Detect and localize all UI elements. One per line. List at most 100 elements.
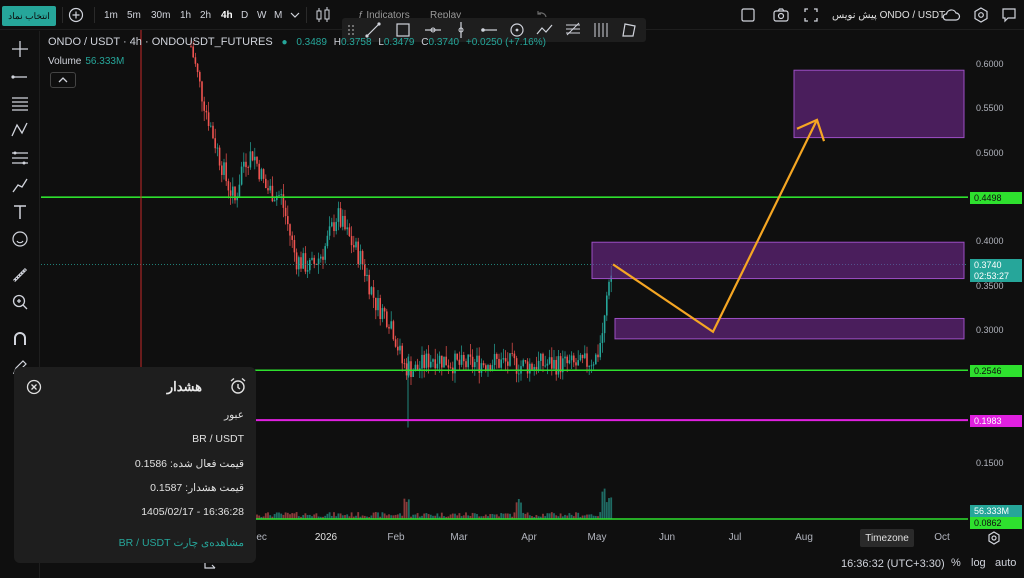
volume-bar	[482, 516, 485, 519]
interval-2h[interactable]: 2h	[200, 9, 212, 21]
horizontal-lines-icon[interactable]	[10, 93, 30, 113]
candle-body	[434, 359, 436, 369]
interval-1m[interactable]: 1m	[104, 9, 118, 21]
candle-body	[366, 274, 368, 277]
candle-body	[443, 356, 445, 368]
zoom-icon[interactable]	[10, 292, 30, 312]
indicators-button[interactable]: ƒ Indicators	[358, 9, 410, 21]
draw-line-icon[interactable]	[364, 21, 382, 39]
draw-gann-icon[interactable]	[592, 21, 610, 39]
candle-body	[603, 315, 606, 334]
volume-bar	[517, 498, 520, 519]
settings-icon[interactable]	[972, 5, 990, 25]
candle-body	[553, 359, 555, 369]
candle-body	[410, 361, 412, 377]
interval-d[interactable]: D	[241, 9, 249, 21]
auto-scale-button[interactable]: auto	[995, 557, 1017, 569]
volume-bar	[328, 512, 331, 519]
interval-w[interactable]: W	[257, 9, 267, 21]
candle-body	[504, 358, 507, 362]
drag-handle-icon[interactable]	[346, 21, 356, 39]
volume-bar	[368, 516, 371, 519]
candle-body	[531, 363, 533, 370]
fullscreen-icon[interactable]	[803, 5, 819, 25]
view-chart-link[interactable]: مشاهده‌ی چارت BR / USDT	[118, 537, 244, 549]
cloud-icon[interactable]	[940, 5, 962, 25]
close-icon[interactable]	[26, 379, 42, 395]
trend-line-icon[interactable]	[10, 67, 30, 87]
draw-ray-icon[interactable]	[480, 21, 498, 39]
interval-dropdown-icon[interactable]	[288, 5, 302, 25]
draw-circle-icon[interactable]	[508, 21, 526, 39]
draw-rectangle-icon[interactable]	[394, 21, 412, 39]
interval-4h[interactable]: 4h	[221, 9, 233, 21]
price-chart[interactable]	[41, 30, 968, 525]
volume-bar	[537, 516, 540, 519]
text-icon[interactable]	[10, 202, 30, 222]
collapse-legend-button[interactable]	[50, 72, 76, 88]
candle-body	[311, 257, 313, 260]
candle-body	[315, 263, 318, 265]
ruler-icon[interactable]	[10, 265, 30, 285]
interval-5m[interactable]: 5m	[127, 9, 141, 21]
candles-icon[interactable]	[314, 5, 332, 25]
select-symbol-button[interactable]: انتخاب نماد	[2, 6, 56, 26]
emoji-icon[interactable]	[10, 229, 30, 249]
candle-body	[586, 353, 588, 367]
interval-1h[interactable]: 1h	[180, 9, 192, 21]
volume-bar	[504, 513, 507, 519]
draw-vline-icon[interactable]	[452, 21, 470, 39]
candle-body	[584, 353, 586, 359]
chat-icon[interactable]	[1000, 5, 1018, 25]
percent-scale-button[interactable]: %	[951, 557, 961, 569]
clock-timezone[interactable]: 16:36:32 (UTC+3:30)	[841, 558, 945, 570]
volume-bar	[291, 513, 294, 519]
volume-bar	[498, 516, 500, 519]
candle-body	[196, 63, 199, 73]
interval-30m[interactable]: 30m	[151, 9, 171, 21]
replay-button[interactable]: Replay	[430, 9, 462, 21]
candle-body	[276, 195, 278, 201]
log-scale-button[interactable]: log	[971, 557, 986, 569]
volume-bar	[555, 515, 558, 519]
candle-body	[447, 365, 450, 368]
volume-bar	[293, 513, 296, 519]
candle-body	[229, 190, 232, 196]
magnet-icon[interactable]	[10, 329, 30, 349]
brush-icon[interactable]	[10, 175, 30, 195]
undo-icon[interactable]	[534, 5, 550, 25]
draw-path-icon[interactable]	[536, 21, 554, 39]
add-symbol-icon[interactable]	[66, 5, 86, 25]
candle-body	[280, 194, 282, 196]
candle-body	[331, 222, 333, 227]
price-tick: 0.5000	[976, 148, 1004, 158]
pattern-icon[interactable]	[10, 120, 30, 140]
camera-icon[interactable]	[772, 5, 790, 25]
legend-low: 0.3479	[383, 37, 415, 48]
draw-parallel-icon[interactable]	[564, 21, 582, 39]
candle-body	[546, 363, 549, 366]
axis-settings-icon[interactable]	[986, 530, 1002, 546]
volume-bar	[330, 515, 333, 519]
layout-icon[interactable]	[740, 5, 756, 25]
time-tick: Aug	[795, 532, 813, 543]
candle-body	[465, 361, 467, 368]
candle-body	[478, 355, 480, 373]
interval-m[interactable]: M	[274, 9, 283, 21]
draw-hline-icon[interactable]	[424, 21, 442, 39]
fib-icon[interactable]	[10, 148, 30, 168]
candle-body	[278, 195, 280, 196]
crosshair-icon[interactable]	[10, 39, 30, 59]
volume-bar	[282, 514, 285, 519]
volume-bar	[346, 514, 349, 519]
divider	[94, 7, 95, 23]
candle-body	[489, 365, 491, 371]
candle-body	[388, 326, 390, 329]
volume-bar	[564, 514, 566, 519]
time-axis[interactable]: Dec 2026 Feb Mar Apr May Jun Jul Aug Oct	[41, 526, 968, 546]
price-axis[interactable]: 0.6000 0.5500 0.5000 0.4000 0.3500 0.300…	[968, 30, 1024, 529]
draw-polygon-icon[interactable]	[620, 21, 638, 39]
volume-bar	[256, 514, 258, 519]
volume-bar	[506, 513, 509, 519]
volume-bar	[605, 502, 608, 519]
